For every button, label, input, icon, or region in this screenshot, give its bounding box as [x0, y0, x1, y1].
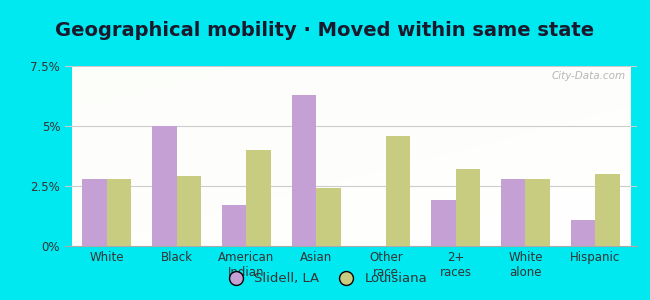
Bar	[152, 126, 177, 246]
Bar	[246, 150, 271, 246]
Bar	[107, 179, 131, 246]
Bar	[292, 95, 316, 246]
Bar	[386, 136, 410, 246]
Bar	[501, 179, 525, 246]
Text: Geographical mobility · Moved within same state: Geographical mobility · Moved within sam…	[55, 21, 595, 40]
Bar	[595, 174, 619, 246]
Bar	[83, 179, 107, 246]
Bar	[431, 200, 456, 246]
Text: City-Data.com: City-Data.com	[551, 71, 625, 81]
Bar	[456, 169, 480, 246]
Bar	[571, 220, 595, 246]
Bar	[525, 179, 550, 246]
Bar	[222, 205, 246, 246]
Bar	[177, 176, 201, 246]
Legend: Slidell, LA, Louisiana: Slidell, LA, Louisiana	[218, 267, 432, 290]
Bar	[316, 188, 341, 246]
